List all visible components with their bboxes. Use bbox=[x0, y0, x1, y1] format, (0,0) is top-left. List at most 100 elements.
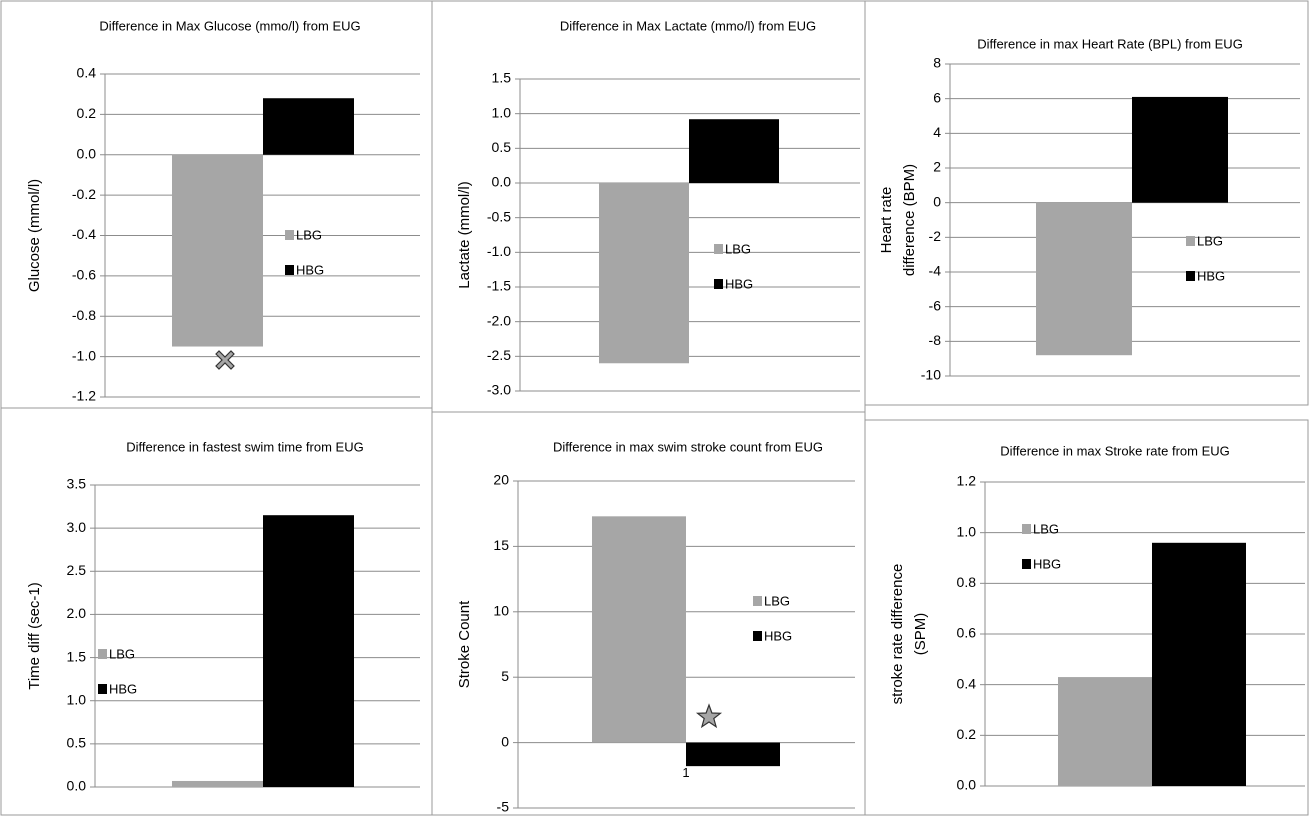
y-tick-label: 6 bbox=[933, 89, 941, 105]
legend-swatch bbox=[753, 631, 762, 641]
y-tick-label: 0.8 bbox=[957, 574, 977, 590]
y-tick-label: 1.5 bbox=[492, 70, 512, 86]
y-tick-label: 0.0 bbox=[492, 174, 512, 190]
legend-swatch bbox=[714, 279, 723, 289]
bar bbox=[686, 742, 780, 767]
y-tick-label: 0.4 bbox=[77, 65, 97, 81]
y-tick-label: 2 bbox=[933, 159, 941, 175]
panel-border bbox=[864, 0, 1309, 406]
y-tick-label: -8 bbox=[929, 332, 942, 348]
chart-title: Difference in max Heart Rate (BPL) from … bbox=[977, 36, 1243, 51]
bar bbox=[1058, 677, 1152, 786]
y-tick-label: 0.0 bbox=[67, 778, 87, 794]
legend-label: HBG bbox=[1197, 268, 1225, 283]
y-tick-label: 8 bbox=[933, 55, 941, 71]
legend-label: LBG bbox=[296, 227, 322, 242]
legend-swatch bbox=[1022, 559, 1031, 569]
legend-swatch bbox=[1186, 271, 1195, 281]
y-tick-label: -2.5 bbox=[487, 347, 511, 363]
chart-title: Difference in Max Glucose (mmo/l) from E… bbox=[99, 18, 360, 33]
y-tick-label: 20 bbox=[493, 472, 509, 488]
bar bbox=[263, 515, 354, 787]
legend-swatch bbox=[285, 265, 294, 275]
bar bbox=[172, 154, 263, 347]
y-tick-label: 0.0 bbox=[957, 777, 977, 793]
chart-title: Difference in max Stroke rate from EUG bbox=[1000, 443, 1230, 458]
y-tick-label: 1.0 bbox=[492, 104, 512, 120]
legend-label: LBG bbox=[1033, 521, 1059, 536]
y-tick-label: -3.0 bbox=[487, 382, 511, 398]
y-tick-label: 5 bbox=[501, 668, 509, 684]
chart-title: Difference in fastest swim time from EUG bbox=[126, 439, 363, 454]
legend-label: LBG bbox=[109, 646, 135, 661]
legend-swatch bbox=[753, 596, 762, 606]
y-tick-label: 1.0 bbox=[957, 523, 977, 539]
y-axis-label: Stroke Count bbox=[456, 600, 473, 688]
y-tick-label: 0 bbox=[501, 733, 509, 749]
legend-swatch bbox=[285, 230, 294, 240]
y-tick-label: 1.2 bbox=[957, 473, 977, 489]
y-tick-label: -6 bbox=[929, 297, 942, 313]
y-tick-label: 0.2 bbox=[77, 105, 97, 121]
panel-border bbox=[864, 419, 1309, 816]
y-tick-label: -0.4 bbox=[72, 226, 96, 242]
y-tick-label: 4 bbox=[933, 124, 941, 140]
y-axis-label: Heart rate bbox=[878, 187, 895, 254]
y-tick-label: -1.5 bbox=[487, 278, 511, 294]
bar bbox=[1152, 542, 1246, 786]
y-tick-label: -1.0 bbox=[72, 347, 96, 363]
y-tick-label: 0.4 bbox=[957, 675, 977, 691]
y-axis-label: Lactate (mmol/l) bbox=[456, 181, 473, 289]
y-tick-label: 15 bbox=[493, 537, 509, 553]
y-tick-label: -0.5 bbox=[487, 208, 511, 224]
bar bbox=[263, 98, 354, 155]
bar bbox=[172, 780, 263, 787]
legend-swatch bbox=[98, 684, 107, 694]
legend-swatch bbox=[714, 244, 723, 254]
y-tick-label: -1.2 bbox=[72, 388, 96, 404]
legend-swatch bbox=[1186, 236, 1195, 246]
y-tick-label: -0.2 bbox=[72, 186, 96, 202]
y-tick-label: 0.2 bbox=[957, 726, 977, 742]
y-tick-label: -2.0 bbox=[487, 312, 511, 328]
bar bbox=[599, 183, 689, 364]
y-tick-label: 1.0 bbox=[67, 691, 87, 707]
y-tick-label: -2 bbox=[929, 228, 942, 244]
y-tick-label: 0.6 bbox=[957, 625, 977, 641]
y-tick-label: -1.0 bbox=[487, 243, 511, 259]
chart-title: Difference in Max Lactate (mmo/l) from E… bbox=[560, 18, 816, 33]
y-tick-label: 0.0 bbox=[77, 145, 97, 161]
legend-label: HBG bbox=[725, 276, 753, 291]
y-axis-label: (SPM) bbox=[912, 613, 929, 656]
y-tick-label: 0.5 bbox=[492, 139, 512, 155]
y-tick-label: 3.5 bbox=[67, 476, 87, 492]
y-tick-label: -0.6 bbox=[72, 267, 96, 283]
y-tick-label: 1.5 bbox=[67, 648, 87, 664]
y-tick-label: -5 bbox=[497, 799, 510, 815]
legend-label: HBG bbox=[109, 681, 137, 696]
y-tick-label: 0.5 bbox=[67, 735, 87, 751]
legend-label: LBG bbox=[725, 241, 751, 256]
y-tick-label: -10 bbox=[921, 367, 941, 383]
y-axis-label: stroke rate difference bbox=[889, 564, 906, 705]
y-axis-label: difference (BPM) bbox=[901, 164, 918, 276]
legend-label: HBG bbox=[296, 262, 324, 277]
y-tick-label: 10 bbox=[493, 603, 509, 619]
y-axis-label: Time diff (sec-1) bbox=[26, 582, 43, 690]
y-axis-label: Glucose (mmol/l) bbox=[26, 179, 43, 292]
y-tick-label: 3.0 bbox=[67, 519, 87, 535]
cross-marker bbox=[215, 350, 235, 370]
bar bbox=[1036, 202, 1132, 356]
legend-swatch bbox=[1022, 524, 1031, 534]
y-tick-label: -4 bbox=[929, 263, 942, 279]
legend-label: HBG bbox=[1033, 556, 1061, 571]
chart-title: Difference in max swim stroke count from… bbox=[553, 439, 823, 454]
x-tick-label: 1 bbox=[682, 765, 689, 780]
bar bbox=[1132, 96, 1228, 203]
y-tick-label: -0.8 bbox=[72, 307, 96, 323]
bar bbox=[592, 516, 686, 743]
legend-swatch bbox=[98, 649, 107, 659]
legend-label: LBG bbox=[764, 593, 790, 608]
